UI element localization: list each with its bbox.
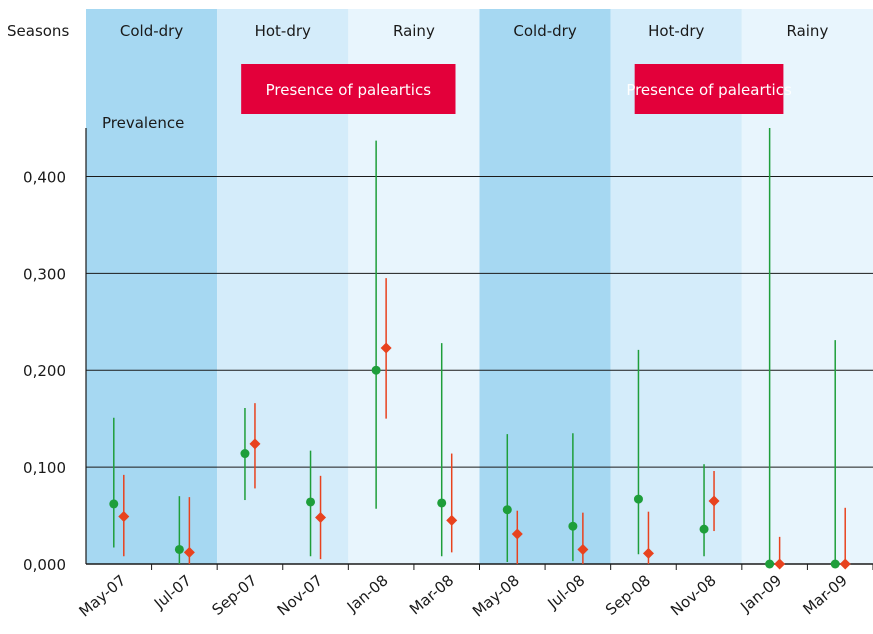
paleartics-banner	[241, 64, 456, 114]
x-tick-label: Nov-08	[667, 571, 719, 619]
data-point-diamond	[380, 342, 392, 354]
paleartics-banner	[634, 64, 784, 114]
data-point-circle	[174, 544, 184, 554]
season-band	[86, 9, 218, 564]
x-tick-label: Jan-09	[736, 571, 785, 616]
data-point-diamond	[642, 547, 654, 559]
x-tick-label: Sep-07	[209, 571, 261, 619]
data-point-diamond	[118, 511, 130, 523]
y-tick-label: 0,400	[23, 168, 66, 186]
x-tick-label: Jan-08	[343, 571, 392, 616]
data-point-circle	[109, 499, 119, 509]
y-tick-label: 0,100	[23, 459, 66, 477]
season-label: Cold-dry	[513, 22, 576, 40]
x-tick-label: May-07	[75, 571, 129, 620]
data-point-circle	[699, 524, 709, 534]
y-tick-label: 0,200	[23, 362, 66, 380]
paleartics-banners: Presence of paleartics Presence of palear…	[241, 64, 792, 114]
data-point-circle	[830, 559, 840, 569]
season-label: Hot-dry	[648, 22, 704, 40]
data-point-circle	[633, 494, 643, 504]
gridlines	[86, 175, 873, 468]
paleartics-banner-label: Presence of paleartics	[626, 81, 792, 99]
data-point-diamond	[315, 511, 327, 523]
x-tick-label: Jul-08	[543, 571, 588, 613]
data-points	[109, 342, 851, 570]
season-labels: Cold-dry Hot-dry Rainy Cold-dry Hot-dry Rainy	[120, 22, 829, 40]
y-tick-label: 0,300	[23, 265, 66, 283]
x-tick-label: Mar-08	[406, 571, 457, 618]
data-point-circle	[437, 498, 447, 508]
x-tick-label: Mar-09	[799, 571, 850, 618]
data-point-diamond	[839, 558, 851, 570]
season-label: Hot-dry	[255, 22, 311, 40]
y-axis-label: Prevalence	[102, 114, 184, 132]
data-point-diamond	[577, 543, 589, 555]
data-point-diamond	[774, 558, 786, 570]
data-point-circle	[502, 505, 512, 515]
x-tick-label: Nov-07	[274, 571, 326, 619]
season-label: Cold-dry	[120, 22, 183, 40]
axes	[85, 128, 873, 565]
season-band	[479, 9, 611, 564]
x-axis-ticks: May-07 Jul-07 Sep-07 Nov-07 Jan-08 Mar-08 May-…	[75, 564, 873, 621]
x-tick-label: Sep-08	[602, 571, 654, 619]
data-point-diamond	[183, 546, 195, 558]
season-label: Rainy	[393, 22, 435, 40]
data-point-circle	[568, 521, 578, 531]
x-tick-label: Jul-07	[150, 571, 195, 613]
x-tick-label: May-08	[469, 571, 523, 620]
seasons-row-label: Seasons	[7, 22, 69, 40]
data-point-diamond	[446, 514, 458, 526]
y-tick-label: 0,000	[23, 556, 66, 574]
paleartics-banner-label: Presence of paleartics	[266, 81, 432, 99]
data-point-diamond	[249, 438, 261, 450]
data-point-circle	[306, 497, 316, 507]
data-point-circle	[371, 365, 381, 375]
data-point-diamond	[708, 495, 720, 507]
y-axis-ticks: 0,000 0,100 0,200 0,300 0,400	[23, 168, 66, 574]
data-point-circle	[240, 449, 250, 459]
data-point-circle	[765, 559, 775, 569]
data-point-diamond	[511, 528, 523, 540]
season-label: Rainy	[786, 22, 828, 40]
